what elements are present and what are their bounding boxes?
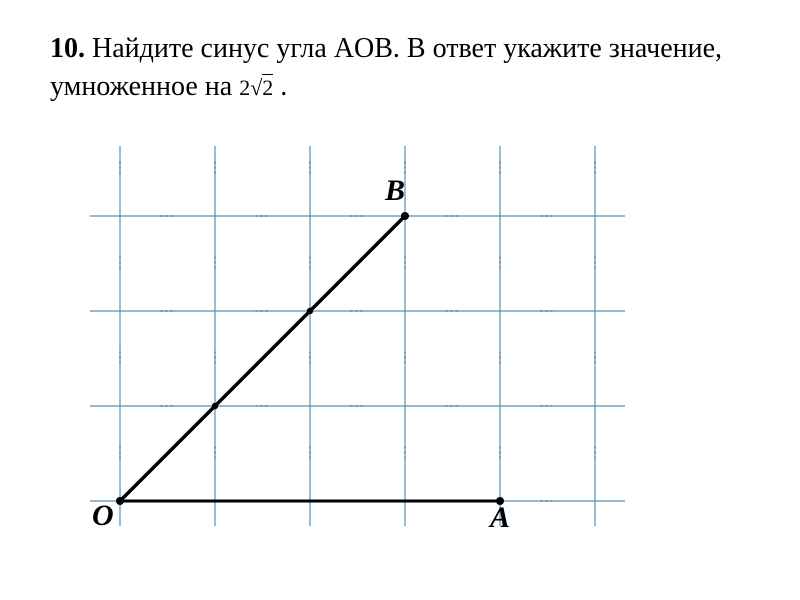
geometry-diagram: OAB xyxy=(80,146,660,526)
point-label-B: B xyxy=(385,174,405,208)
problem-text-2: . xyxy=(280,71,287,102)
coef: 2 xyxy=(239,75,250,100)
point-label-O: O xyxy=(92,499,114,533)
problem-number: 10. xyxy=(50,33,85,64)
point-label-A: A xyxy=(490,501,510,535)
multiplier-expression: 2√2 xyxy=(239,73,273,103)
diagram-svg xyxy=(80,146,660,546)
radical-sign: √ xyxy=(250,75,262,100)
problem-text-1: Найдите синус угла AOB. В ответ укажите … xyxy=(50,33,722,102)
problem-statement: 10. Найдите синус угла AOB. В ответ укаж… xyxy=(50,30,750,106)
radicand: 2 xyxy=(262,74,273,100)
